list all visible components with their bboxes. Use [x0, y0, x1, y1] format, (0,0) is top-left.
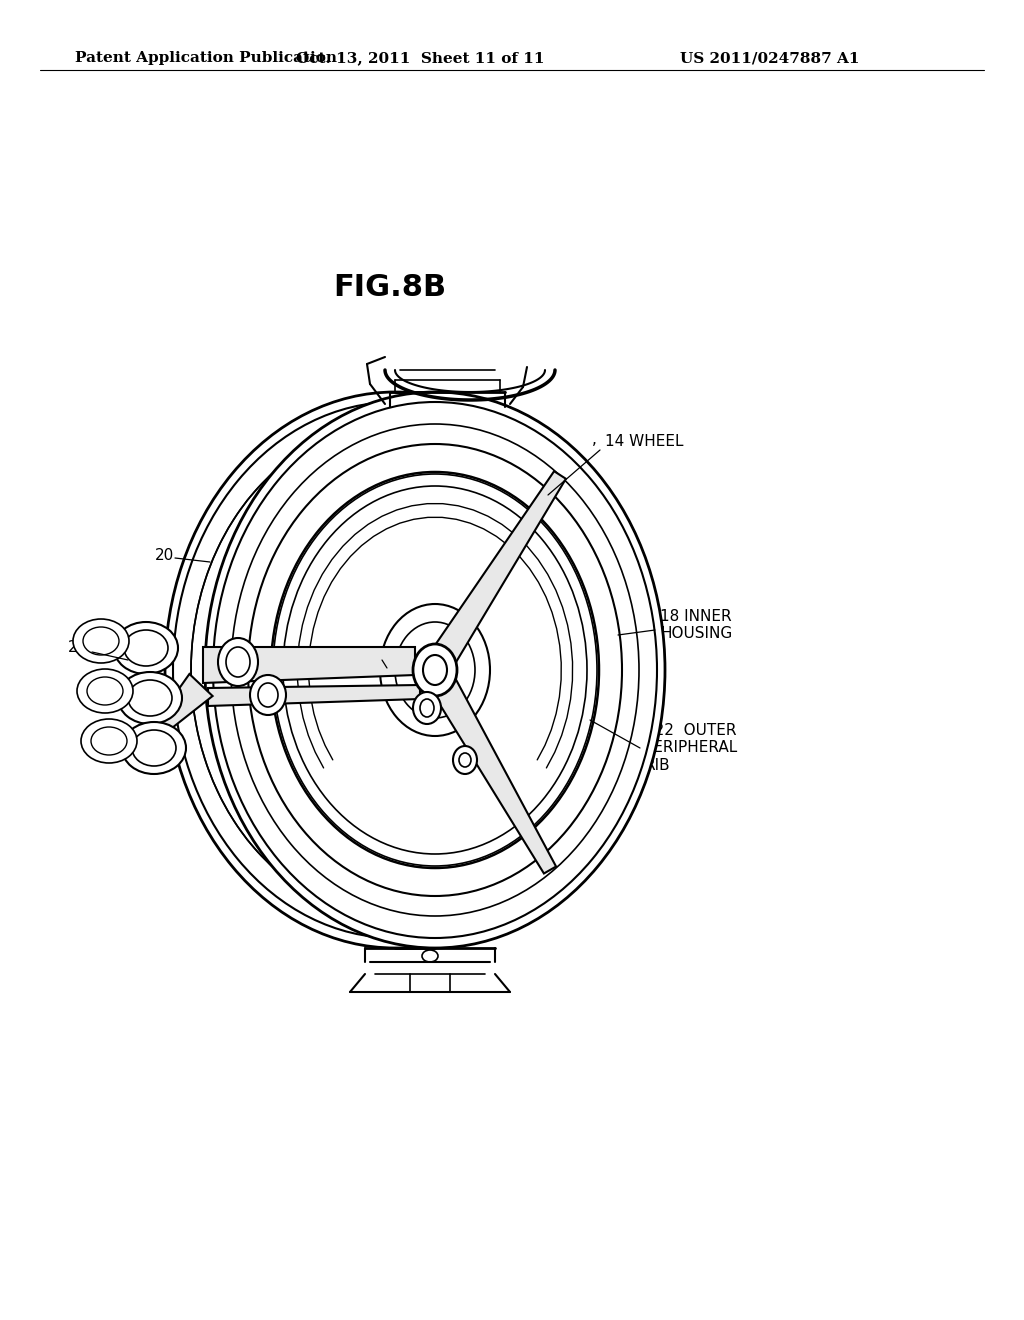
Text: Patent Application Publication: Patent Application Publication	[75, 51, 337, 65]
Text: 20: 20	[155, 548, 174, 562]
Ellipse shape	[118, 672, 182, 723]
Ellipse shape	[124, 630, 168, 667]
Ellipse shape	[459, 752, 471, 767]
Ellipse shape	[213, 403, 657, 939]
Ellipse shape	[73, 619, 129, 663]
Text: \: \	[632, 738, 637, 752]
Ellipse shape	[250, 675, 286, 715]
Ellipse shape	[413, 644, 457, 696]
Text: FIG.8B: FIG.8B	[334, 273, 446, 302]
Ellipse shape	[453, 746, 477, 774]
Ellipse shape	[380, 605, 490, 737]
Polygon shape	[203, 647, 415, 682]
Ellipse shape	[258, 682, 278, 708]
Ellipse shape	[231, 424, 639, 916]
Polygon shape	[423, 471, 566, 677]
Ellipse shape	[226, 647, 250, 677]
Text: Oct. 13, 2011  Sheet 11 of 11: Oct. 13, 2011 Sheet 11 of 11	[296, 51, 544, 65]
Ellipse shape	[273, 474, 597, 866]
Ellipse shape	[128, 680, 172, 715]
Ellipse shape	[114, 622, 178, 675]
Ellipse shape	[420, 700, 434, 717]
Ellipse shape	[132, 730, 176, 766]
Polygon shape	[208, 685, 420, 706]
Text: 22: 22	[68, 639, 87, 655]
Ellipse shape	[413, 692, 441, 723]
Text: 34: 34	[390, 664, 410, 680]
Ellipse shape	[205, 392, 665, 948]
Ellipse shape	[218, 638, 258, 686]
Text: 122  OUTER
PERIPHERAL
RIB: 122 OUTER PERIPHERAL RIB	[645, 723, 738, 774]
Ellipse shape	[81, 719, 137, 763]
Ellipse shape	[122, 722, 186, 774]
Polygon shape	[423, 663, 556, 874]
Polygon shape	[158, 675, 213, 730]
Ellipse shape	[248, 444, 622, 896]
Text: 18 INNER
HOUSING: 18 INNER HOUSING	[660, 609, 732, 642]
Text: US 2011/0247887 A1: US 2011/0247887 A1	[680, 51, 859, 65]
Ellipse shape	[77, 669, 133, 713]
Text: ,: ,	[592, 432, 597, 447]
Ellipse shape	[423, 655, 447, 685]
Ellipse shape	[395, 622, 475, 718]
Text: 14 WHEEL: 14 WHEEL	[605, 434, 683, 450]
